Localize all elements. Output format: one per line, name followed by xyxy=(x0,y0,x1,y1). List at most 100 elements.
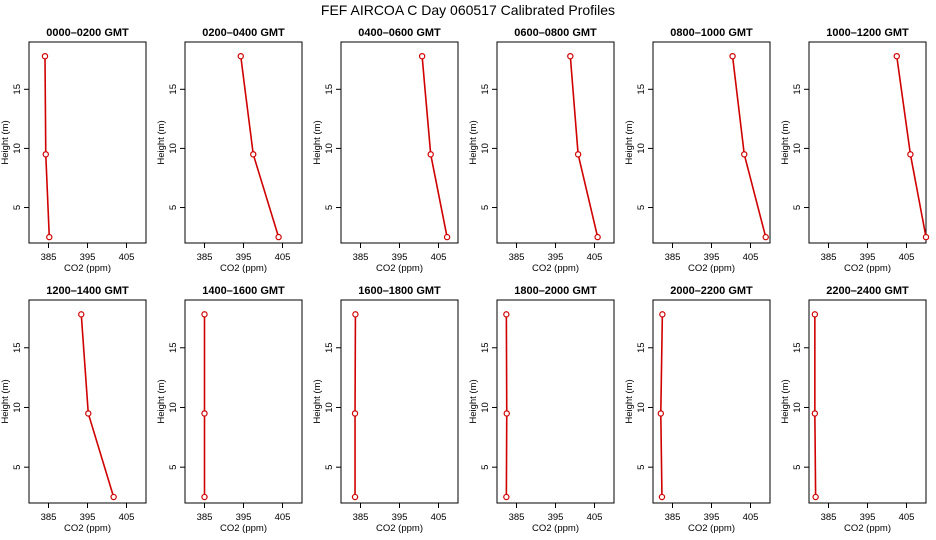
data-point xyxy=(762,233,769,241)
x-axis-label: CO2 (ppm) xyxy=(688,263,735,274)
y-tick-label: 10 xyxy=(792,143,803,154)
y-tick-label: 5 xyxy=(12,465,23,470)
x-tick-label: 405 xyxy=(119,252,135,263)
profile-segment xyxy=(569,56,579,155)
data-point xyxy=(574,151,582,158)
profile-segment xyxy=(80,314,90,414)
data-point xyxy=(352,311,359,318)
y-tick-label: 5 xyxy=(480,205,491,210)
panel-title: 0000–0200 GMT xyxy=(46,27,129,39)
y-tick-label: 5 xyxy=(792,465,803,470)
plot-frame xyxy=(340,41,459,244)
chart-panel: 0000–0200 GMT 385 395 405 5 10 15 CO2 (ppm) Heig… xyxy=(0,27,147,274)
data-point xyxy=(907,151,914,158)
y-tick-label: 15 xyxy=(792,342,803,353)
panel-title: 1000–1200 GMT xyxy=(826,27,909,39)
chart-panel: 1800–2000 GMT 385 395 405 5 10 15 CO2 (ppm) Heig… xyxy=(468,285,615,534)
y-tick-label: 10 xyxy=(636,402,647,413)
x-tick-label: 385 xyxy=(353,512,369,523)
x-axis-label: CO2 (ppm) xyxy=(844,263,891,274)
y-tick-label: 10 xyxy=(168,402,179,413)
y-tick-label: 10 xyxy=(636,143,647,154)
x-tick-label: 405 xyxy=(587,512,603,523)
x-tick-label: 405 xyxy=(899,512,915,523)
y-tick-label: 10 xyxy=(168,143,179,154)
panel-title: 0400–0600 GMT xyxy=(358,27,441,39)
data-point xyxy=(503,410,510,417)
plot-frame xyxy=(652,41,771,244)
plot-frame xyxy=(496,299,615,504)
data-point xyxy=(657,410,665,417)
data-point xyxy=(351,410,359,417)
x-tick-label: 395 xyxy=(392,252,408,263)
y-tick-label: 15 xyxy=(792,84,803,95)
data-point xyxy=(503,311,510,318)
x-tick-label: 385 xyxy=(197,252,213,263)
data-point xyxy=(812,493,819,501)
data-point xyxy=(922,233,930,241)
y-tick-label: 15 xyxy=(636,84,647,95)
chart-panel: 1400–1600 GMT 385 395 405 5 10 15 CO2 (ppm) Heig… xyxy=(156,285,303,534)
x-tick-label: 395 xyxy=(548,252,564,263)
y-axis-label: Height (m) xyxy=(156,120,167,164)
y-tick-label: 15 xyxy=(168,84,179,95)
x-axis-label: CO2 (ppm) xyxy=(844,523,891,534)
x-tick-label: 405 xyxy=(587,252,603,263)
panel-title: 1400–1600 GMT xyxy=(202,285,285,297)
panel-title: 2200–2400 GMT xyxy=(826,285,909,297)
x-tick-label: 405 xyxy=(119,512,135,523)
y-tick-label: 15 xyxy=(324,342,335,353)
chart-panel: 2000–2200 GMT 385 395 405 5 10 15 CO2 (ppm) Heig… xyxy=(624,285,771,534)
data-point xyxy=(275,233,282,241)
panel-title: 1800–2000 GMT xyxy=(514,285,597,297)
x-tick-label: 405 xyxy=(431,252,447,263)
chart-panel: 0800–1000 GMT 385 395 405 5 10 15 CO2 (ppm) Heig… xyxy=(624,27,771,274)
x-tick-label: 395 xyxy=(236,512,252,523)
profile-segment xyxy=(577,154,599,238)
x-axis-label: CO2 (ppm) xyxy=(64,263,111,274)
y-tick-label: 10 xyxy=(12,143,23,154)
y-axis-label: Height (m) xyxy=(468,120,479,164)
profile-segment xyxy=(87,413,115,498)
y-tick-label: 10 xyxy=(12,402,23,413)
profile-segment xyxy=(731,56,746,155)
x-tick-label: 395 xyxy=(548,512,564,523)
profile-segment xyxy=(814,413,817,498)
data-point xyxy=(237,52,244,60)
data-point xyxy=(893,52,900,60)
data-point xyxy=(729,52,736,60)
y-tick-label: 5 xyxy=(480,465,491,470)
x-tick-label: 385 xyxy=(665,512,681,523)
x-tick-label: 385 xyxy=(665,252,681,263)
plot-frame xyxy=(184,299,303,504)
data-point xyxy=(85,410,92,417)
x-tick-label: 405 xyxy=(275,252,291,263)
y-axis-label: Height (m) xyxy=(624,120,635,164)
chart-panel: 1000–1200 GMT 385 395 405 5 10 15 CO2 (ppm) Heig… xyxy=(780,27,930,274)
x-tick-label: 395 xyxy=(392,512,408,523)
x-tick-label: 395 xyxy=(860,252,876,263)
y-axis-label: Height (m) xyxy=(156,379,167,423)
data-point xyxy=(250,151,257,158)
data-point xyxy=(418,52,426,60)
chart-panel: 1600–1800 GMT 385 395 405 5 10 15 CO2 (ppm) Heig… xyxy=(312,285,459,534)
y-tick-label: 15 xyxy=(324,84,335,95)
data-point xyxy=(659,311,666,318)
y-tick-label: 10 xyxy=(480,402,491,413)
x-axis-label: CO2 (ppm) xyxy=(532,523,579,534)
x-axis-label: CO2 (ppm) xyxy=(532,263,579,274)
x-axis-label: CO2 (ppm) xyxy=(220,523,267,534)
y-tick-label: 5 xyxy=(324,465,335,470)
data-point xyxy=(741,151,748,158)
chart-panel: 0600–0800 GMT 385 395 405 5 10 15 CO2 (ppm) Heig… xyxy=(468,27,615,274)
y-axis-label: Height (m) xyxy=(0,379,11,423)
x-axis-label: CO2 (ppm) xyxy=(220,263,267,274)
panel-title: 1200–1400 GMT xyxy=(46,285,129,297)
x-axis-label: CO2 (ppm) xyxy=(64,523,111,534)
plot-frame xyxy=(652,299,771,504)
y-tick-label: 5 xyxy=(636,205,647,210)
data-point xyxy=(351,493,359,501)
profile-segment xyxy=(44,56,47,155)
x-tick-label: 385 xyxy=(41,252,57,263)
x-tick-label: 385 xyxy=(821,252,837,263)
